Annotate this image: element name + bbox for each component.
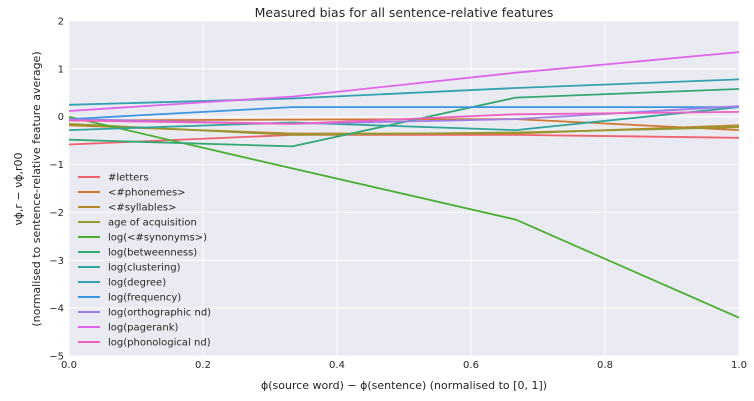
chart-title: Measured bias for all sentence-relative … [255,5,554,20]
y-tick-label: −3 [49,256,64,267]
x-tick-label: 0.0 [61,360,77,371]
grid [68,20,740,357]
x-tick-label: 0.6 [463,360,479,371]
y-tick-label: 0 [58,112,64,123]
legend-label: log(pagerank) [108,323,178,334]
legend: #letters <#phonemes> <#syllables> age of ac… [78,173,211,349]
series-line [68,78,740,106]
y-tick-labels: −5 −4 −3 −2 −1 0 1 2 [49,17,64,363]
y-axis-label-note: (normalised to sentence-relative feature… [30,51,43,326]
y-tick-label: −4 [49,304,64,315]
x-tick-label: 0.2 [195,360,211,371]
series-line [68,51,740,112]
legend-label: log(betweenness) [108,248,197,259]
legend-label: #letters [108,173,149,184]
series-line [68,106,740,132]
series-line [68,133,740,146]
legend-label: log(phonological nd) [108,338,211,349]
legend-label: log(frequency) [108,293,181,304]
series-lines [68,51,740,319]
y-tick-label: −2 [49,208,64,219]
legend-label: <#syllables> [108,203,176,214]
x-tick-labels: 0.0 0.2 0.4 0.6 0.8 1.0 [61,360,747,371]
x-tick-label: 0.4 [329,360,345,371]
y-tick-label: −1 [49,160,64,171]
x-tick-label: 0.8 [597,360,613,371]
y-tick-label: 1 [58,64,64,75]
legend-label: log(degree) [108,278,166,289]
series-line [68,123,740,136]
y-axis-label-formula: νϕ,r − νϕ,r00 [12,152,25,225]
x-tick-label: 1.0 [731,360,747,371]
series-line [68,106,739,120]
x-axis-label: ϕ(source word) − ϕ(sentence) (normalised… [261,379,547,392]
y-tick-label: −5 [49,352,64,363]
legend-label: log(<#synonyms>) [108,233,207,244]
legend-label: <#phonemes> [108,188,186,199]
plot-background [69,21,739,356]
legend-label: log(orthographic nd) [108,308,211,319]
legend-label: log(clustering) [108,263,181,274]
legend-label: age of acquisition [108,218,197,229]
y-tick-label: 2 [58,17,64,28]
series-line [68,111,740,125]
